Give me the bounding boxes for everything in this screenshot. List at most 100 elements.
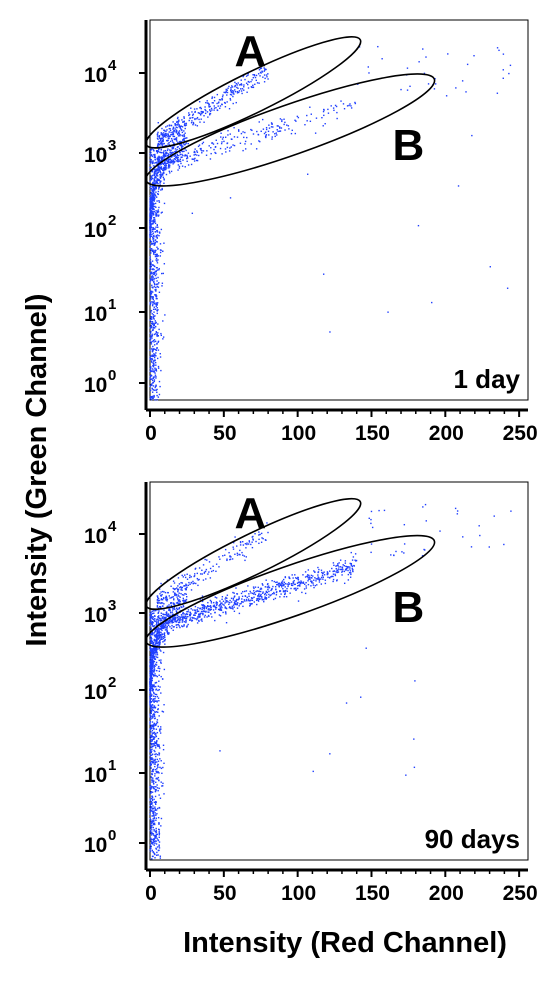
data-point (168, 134, 170, 137)
data-point (156, 628, 159, 631)
data-point (161, 163, 163, 165)
data-point (288, 582, 290, 584)
data-point (224, 548, 227, 551)
data-point (159, 167, 161, 170)
data-point (275, 588, 277, 591)
data-point (238, 553, 240, 556)
data-point (177, 624, 180, 626)
data-point (282, 584, 285, 587)
data-point (439, 530, 441, 532)
data-point (321, 116, 323, 119)
data-point (236, 552, 239, 555)
data-point (151, 667, 154, 669)
data-point (157, 226, 159, 228)
data-point (322, 273, 325, 275)
data-point (242, 544, 245, 546)
data-point (154, 648, 156, 651)
data-point (172, 146, 175, 149)
data-point (159, 728, 161, 730)
data-point (214, 619, 216, 622)
data-point (151, 694, 153, 696)
data-point (156, 652, 159, 654)
data-point (183, 621, 186, 623)
data-point (159, 255, 162, 257)
data-point (149, 202, 151, 205)
data-point (151, 664, 153, 666)
data-point (353, 564, 355, 567)
data-point (181, 165, 184, 167)
data-point (161, 132, 163, 135)
data-point (149, 728, 151, 731)
data-point (239, 83, 242, 86)
data-point (153, 243, 156, 245)
data-point (158, 619, 160, 621)
data-point (231, 86, 234, 88)
data-point (185, 588, 187, 591)
data-point (339, 566, 342, 568)
data-point (167, 633, 169, 635)
data-point (154, 642, 157, 644)
data-point (221, 96, 224, 98)
data-point (152, 186, 155, 189)
data-point (208, 113, 211, 116)
data-point (251, 541, 253, 543)
data-point (153, 731, 156, 734)
data-point (154, 340, 157, 343)
data-point (276, 125, 279, 127)
data-point (152, 707, 154, 709)
data-point (168, 608, 170, 610)
data-point (157, 711, 159, 713)
data-point (197, 579, 199, 581)
data-point (156, 639, 158, 642)
data-point (333, 570, 335, 572)
data-point (239, 554, 241, 556)
data-point (153, 695, 155, 697)
data-point (312, 575, 314, 577)
data-point (157, 766, 159, 768)
data-point (150, 668, 153, 671)
data-point (156, 133, 159, 135)
data-point (150, 667, 153, 669)
data-point (258, 140, 260, 142)
data-point (168, 124, 171, 126)
data-point (155, 305, 157, 307)
data-point (160, 726, 162, 728)
data-point (151, 326, 153, 328)
data-point (152, 815, 154, 817)
data-point (196, 108, 198, 110)
data-point (153, 644, 155, 647)
data-point (227, 87, 229, 89)
data-point (163, 182, 165, 184)
data-point (403, 523, 406, 526)
data-point (226, 146, 229, 149)
data-point (242, 605, 244, 608)
data-point (181, 589, 183, 591)
data-point (246, 542, 248, 544)
data-point (248, 540, 250, 542)
data-point (158, 617, 161, 620)
data-point (462, 536, 464, 538)
data-point (155, 322, 157, 324)
data-point (163, 178, 165, 180)
data-point (152, 273, 154, 275)
data-point (177, 159, 180, 161)
data-point (150, 757, 153, 759)
data-point (152, 212, 155, 215)
data-point (156, 224, 158, 227)
data-point (202, 613, 204, 616)
data-point (150, 764, 152, 767)
data-point (149, 326, 152, 329)
data-point (406, 89, 409, 91)
data-point (160, 635, 162, 638)
data-point (161, 590, 164, 593)
data-point (232, 92, 235, 94)
data-point (162, 626, 164, 629)
data-point (258, 538, 260, 541)
data-point (170, 170, 173, 173)
data-point (160, 607, 162, 609)
data-point (177, 158, 179, 161)
data-point (151, 358, 153, 361)
data-point (253, 74, 256, 76)
data-point (149, 844, 152, 846)
data-point (318, 577, 320, 579)
